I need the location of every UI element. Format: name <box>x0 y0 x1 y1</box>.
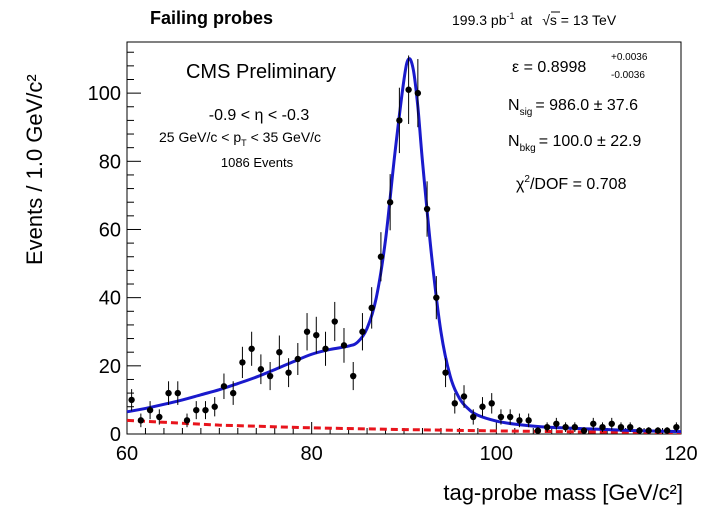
data-point <box>460 393 468 400</box>
data-point <box>183 417 191 424</box>
data-point <box>525 417 532 424</box>
data-point <box>156 413 163 421</box>
data-point <box>479 403 486 410</box>
y-tick-label: 40 <box>99 288 121 310</box>
data-point <box>266 372 274 380</box>
events-label: 1086 Events <box>221 155 294 170</box>
data-point <box>377 253 385 260</box>
total-fit <box>126 57 682 434</box>
data-point <box>562 423 569 431</box>
data-point <box>590 420 597 427</box>
chi2-label: χ2/DOF = 0.708 <box>516 174 627 193</box>
y-tick-label: 80 <box>99 151 121 173</box>
data-point <box>627 423 634 431</box>
data-point <box>534 427 542 434</box>
data-point <box>229 389 237 397</box>
efficiency-down: -0.0036 <box>611 70 645 81</box>
efficiency-label: ε = 0.8998 <box>512 59 586 76</box>
data-point <box>165 389 172 397</box>
y-tick-label: 100 <box>88 83 121 105</box>
data-point <box>543 423 551 431</box>
data-point <box>322 345 329 352</box>
data-point <box>313 331 320 339</box>
y-tick-label: 0 <box>110 424 121 446</box>
efficiency-up: +0.0036 <box>611 52 648 63</box>
data-point <box>239 359 246 366</box>
data-point <box>553 420 560 427</box>
nbkg-label: Nbkg = 100.0 ± 22.9 <box>508 133 641 154</box>
eta-range-label: -0.9 < η < -0.3 <box>209 107 310 124</box>
data-point <box>645 427 652 434</box>
data-point <box>202 406 209 414</box>
data-point <box>137 417 145 424</box>
data-point <box>497 413 505 421</box>
data-point <box>636 427 643 434</box>
plot-title: Failing probes <box>150 8 273 28</box>
data-point <box>414 89 422 97</box>
data-point <box>654 427 662 434</box>
data-point <box>470 413 477 421</box>
nsig-label: Nsig = 986.0 ± 37.6 <box>508 97 638 118</box>
data-point <box>663 427 671 434</box>
x-axis-label: tag-probe mass [GeV/c²] <box>443 480 683 505</box>
total-fit-line <box>126 57 682 434</box>
y-axis-label: Events / 1.0 GeV/c² <box>22 74 47 265</box>
pt-range-label: 25 GeV/c < pT < 35 GeV/c <box>159 129 321 148</box>
cms-label: CMS Preliminary <box>186 61 336 83</box>
background-fit-line <box>126 418 682 435</box>
x-tick-label: 80 <box>301 443 323 465</box>
data-point <box>599 423 606 431</box>
x-tick-label: 120 <box>664 443 697 465</box>
data-point <box>423 205 431 213</box>
data-point <box>506 413 514 421</box>
data-point <box>350 372 357 380</box>
axes: 60 80 100 120 0 20 40 60 80 100 <box>88 51 698 465</box>
data-point <box>276 348 283 356</box>
data-point <box>211 403 218 410</box>
data-point <box>285 369 292 376</box>
data-point <box>516 417 523 424</box>
data-point <box>174 389 181 397</box>
x-tick-label: 60 <box>116 443 138 465</box>
data-point <box>580 427 588 434</box>
data-point <box>128 396 135 404</box>
data-point <box>294 355 302 363</box>
data-point <box>442 369 449 376</box>
data-point <box>220 383 228 390</box>
data-point <box>386 199 394 206</box>
data-point <box>359 328 366 335</box>
data-point <box>368 304 375 312</box>
data-point <box>331 318 338 325</box>
data-point <box>193 406 200 414</box>
data-point <box>396 117 403 124</box>
data-point <box>608 420 615 427</box>
y-tick-label: 20 <box>99 356 121 378</box>
background-fit <box>126 418 682 435</box>
lumi-label: 199.3 pb-1 at √s = 13 TeV <box>452 11 617 28</box>
data-point <box>405 86 412 93</box>
data-point <box>571 423 579 431</box>
data-point <box>488 400 495 407</box>
data-point <box>673 423 680 431</box>
data-points <box>128 55 680 434</box>
data-point <box>451 400 458 407</box>
data-point <box>433 294 440 301</box>
data-point <box>340 342 348 349</box>
x-tick-label: 100 <box>480 443 513 465</box>
data-point <box>248 345 255 352</box>
data-point <box>617 423 625 431</box>
data-point <box>257 366 265 373</box>
data-point <box>146 406 154 414</box>
y-tick-label: 60 <box>99 219 121 241</box>
data-point <box>303 328 311 335</box>
